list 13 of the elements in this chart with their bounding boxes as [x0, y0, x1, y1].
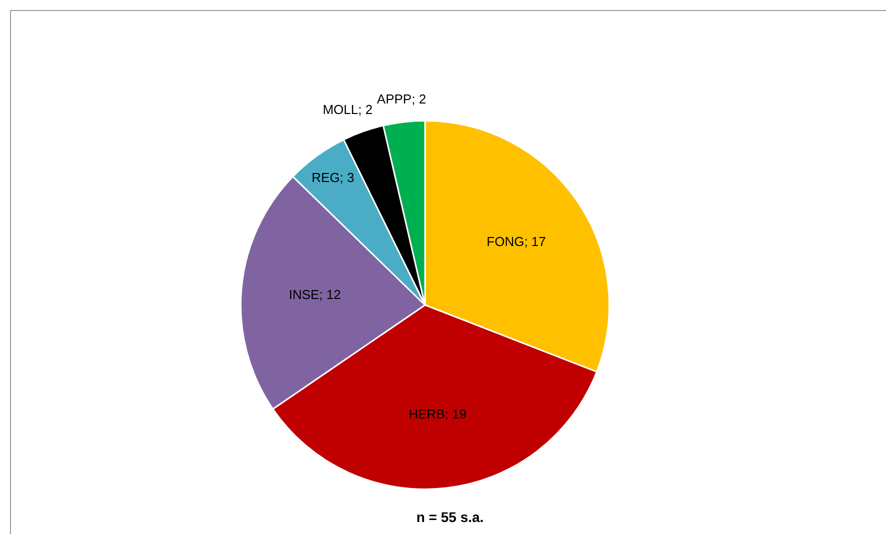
slice-label: FONG — [486, 234, 524, 250]
data-label: ; 12 — [319, 287, 341, 302]
data-label: ; 2 — [412, 92, 426, 107]
data-label: ; 2 — [358, 102, 373, 118]
data-label: ; 19 — [444, 406, 467, 422]
text: n = 55 s.a. — [416, 508, 484, 525]
slice-label: APPP — [376, 92, 412, 107]
slice-label: MOLL — [322, 102, 358, 118]
data-label: ; 3 — [340, 170, 354, 185]
data-label: ; 17 — [524, 234, 546, 250]
slice-label: REG — [312, 170, 340, 185]
slice-label: HERB — [408, 406, 445, 422]
slice-label: INSE — [288, 287, 320, 302]
